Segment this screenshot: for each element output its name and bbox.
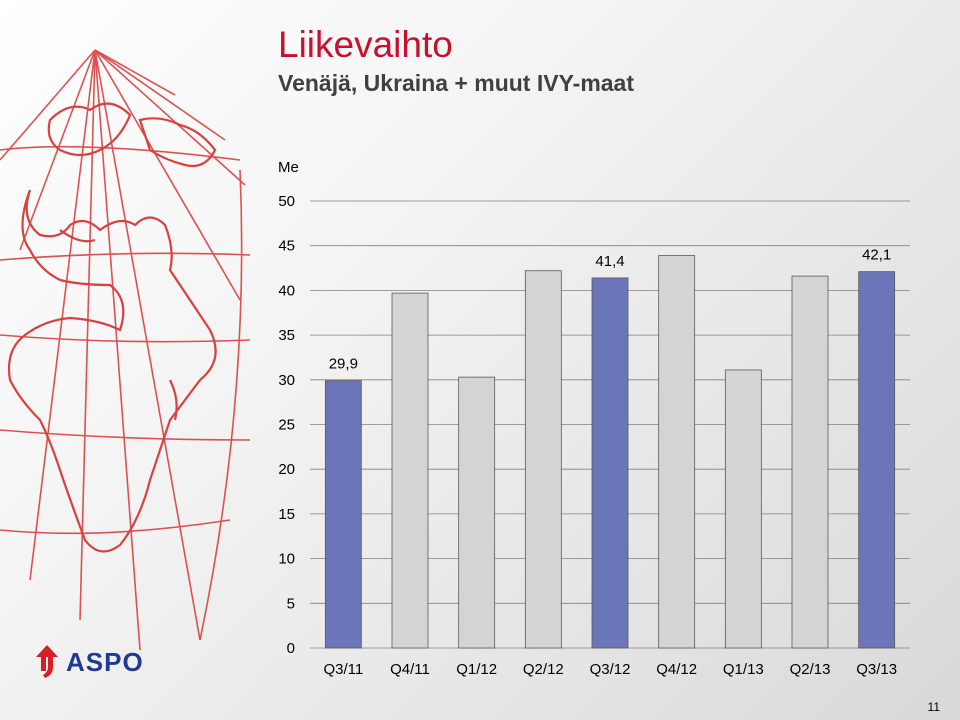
y-tick-label: 30	[278, 372, 295, 389]
bar-q2-13	[791, 275, 829, 649]
aspo-logo-mark-icon	[36, 645, 58, 678]
y-tick-label: 40	[278, 282, 295, 299]
bar-q4-12	[658, 255, 696, 649]
slide-subtitle: Venäjä, Ukraina + muut IVY-maat	[278, 70, 635, 96]
x-tick-label: Q2/12	[523, 661, 564, 678]
x-tick-label: Q1/13	[723, 661, 764, 678]
page-number: 11	[927, 700, 940, 714]
aspo-logo: ASPO	[34, 644, 144, 680]
bar-q1-12	[458, 376, 496, 649]
x-axis-ticks: Q3/11 Q4/11 Q1/12 Q2/12 Q3/12 Q4/12 Q1/13 Q2/13…	[323, 661, 897, 678]
x-tick-label: Q3/11	[323, 661, 363, 678]
y-tick-label: 25	[278, 417, 295, 434]
x-tick-label: Q2/13	[790, 661, 831, 678]
y-tick-label: 0	[287, 640, 295, 657]
bar-q3-11	[324, 380, 362, 649]
y-tick-label: 35	[278, 327, 295, 344]
x-tick-label: Q3/12	[590, 661, 631, 678]
y-tick-label: 15	[278, 506, 295, 523]
bar-q3-12	[591, 277, 629, 649]
bar-q1-13	[724, 369, 762, 649]
x-tick-label: Q3/13	[856, 661, 897, 678]
x-tick-label: Q4/11	[390, 661, 430, 678]
chart-bars	[324, 255, 896, 649]
y-tick-label: 10	[278, 551, 295, 568]
y-tick-label: 5	[287, 595, 295, 612]
data-label: 41,4	[595, 253, 624, 270]
y-axis-ticks: 0 5 10 15 20 25 30 35 40 45 50	[278, 193, 295, 657]
y-tick-label: 45	[278, 238, 295, 255]
x-tick-label: Q4/12	[656, 661, 697, 678]
chart-data-labels: 29,9 41,4 42,1	[329, 247, 892, 373]
aspo-logo-text: ASPO	[66, 646, 144, 677]
y-axis-unit-label: Me	[278, 159, 299, 176]
data-label: 29,9	[329, 356, 358, 373]
slide-title: Liikevaihto	[278, 24, 453, 65]
y-tick-label: 50	[278, 193, 295, 210]
data-label: 42,1	[862, 247, 891, 264]
x-tick-label: Q1/12	[456, 661, 497, 678]
bar-q3-13	[858, 271, 896, 649]
bar-q4-11	[391, 292, 429, 649]
bar-q2-12	[524, 270, 562, 649]
y-tick-label: 20	[278, 461, 295, 478]
